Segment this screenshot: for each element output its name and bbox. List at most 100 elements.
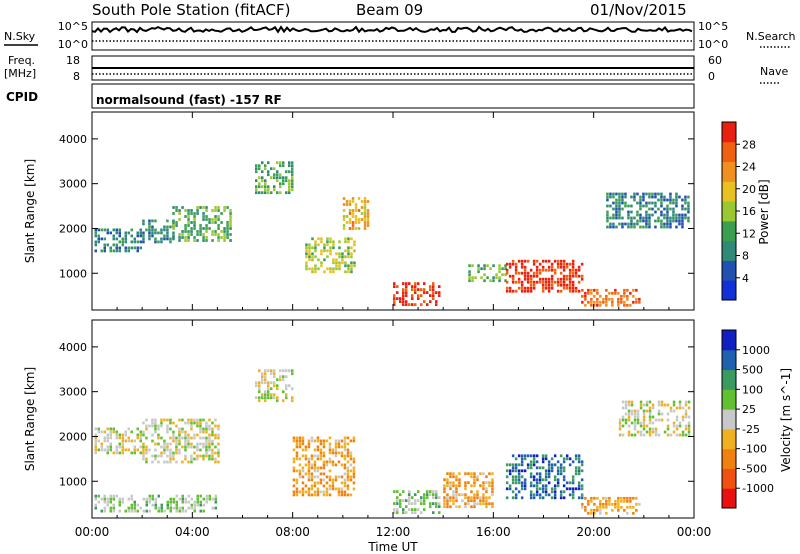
cpid-value: normalsound (fast) -157 RF [96,93,282,107]
colorbar-segment [722,141,736,163]
nave-label: Nave [760,65,788,78]
nsky-top: 10^5 [58,20,88,33]
colorbar-tick-label: -500 [742,462,767,475]
ytick-label: 4000 [59,341,87,354]
colorbar-tick-label: 20 [742,183,756,196]
colorbar-segment [722,488,736,509]
freq-top: 18 [66,54,80,67]
echo-region-1 [142,418,220,464]
colorbar-segment [722,201,736,222]
colorbar-segment [722,181,736,202]
colorbar-tick-label: 100 [742,383,763,396]
xtick-label: 00:00 [75,525,110,539]
colorbar-tick-label: 12 [742,227,756,240]
freq-label-1: Freq. [8,54,35,67]
cpid-strip: CPID normalsound (fast) -157 RF [6,83,695,109]
xtick-label: 08:00 [275,525,310,539]
colorbar-tick-label: 1000 [742,344,770,357]
echo-region-7 [505,454,584,500]
colorbar-tick-label: 16 [742,205,756,218]
power-panel: 1000 2000 3000 4000 Slant Range [km] [23,111,695,311]
nave-top: 60 [708,54,722,67]
echo-region-3 [255,161,294,195]
nsky-trace [91,25,693,34]
beam-label: Beam 09 [356,1,423,19]
velocity-echoes [94,369,691,515]
colorbar-tick-label: 500 [742,364,763,377]
velocity-colorbar-label: Velocity [m s^-1] [779,368,793,472]
power-colorbar: Power [dB] 28 24 20 16 12 8 4 [721,121,771,301]
nsky-strip: 10^5 10^0 10^5 10^0 N.Sky N.Search [4,20,796,51]
ytick-label: 3000 [59,386,87,399]
ytick-label: 2000 [59,430,87,443]
colorbar-tick-label: 28 [742,138,756,151]
colorbar-segment [722,240,736,261]
colorbar-segment [722,349,736,371]
colorbar-segment [722,280,736,301]
freq-bottom: 8 [73,70,80,83]
velocity-ylabel: Slant Range [km] [23,367,37,471]
echo-region-8 [505,259,584,293]
xtick-label: 04:00 [175,525,210,539]
echo-region-5 [393,490,441,514]
colorbar-segment [722,330,736,351]
colorbar-tick-label: 24 [742,161,756,174]
date-label: 01/Nov/2015 [590,1,687,19]
colorbar-segment [722,161,736,182]
nsearch-top: 10^5 [698,20,728,33]
xtick-label: 12:00 [376,525,411,539]
colorbar-segment [722,369,736,390]
colorbar-segment [722,260,736,281]
ytick-label: 1000 [59,267,87,280]
echo-region-7 [468,264,507,283]
echo-region-9 [618,400,691,437]
cpid-label: CPID [6,90,38,104]
colorbar-tick-label: -1000 [742,482,774,495]
colorbar-tick-label: 25 [742,403,756,416]
nsky-label: N.Sky [4,30,36,43]
colorbar-tick-label: 4 [742,272,749,285]
ytick-label: 4000 [59,133,87,146]
ytick-label: 2000 [59,222,87,235]
nsearch-label: N.Search [746,30,796,43]
nsearch-bottom: 10^0 [698,38,728,51]
colorbar-segment [722,428,736,450]
colorbar-segment [722,468,736,489]
velocity-panel: 1000 2000 3000 4000 00:00 04:00 08:00 12:00 16:… [23,319,712,554]
station-title: South Pole Station (fitACF) [92,1,290,19]
colorbar-segment [722,448,736,469]
velocity-colorbar: Velocity [m s^-1] 1000 500 100 25 -25 -100 -50… [721,329,793,509]
time-axis-label: Time UT [367,540,418,554]
colorbar-tick-label: 8 [742,250,749,263]
echo-region-0 [94,427,142,455]
echo-region-6 [443,472,494,509]
nsky-bottom: 10^0 [58,38,88,51]
ytick-label: 3000 [59,178,87,191]
echo-region-2 [172,206,232,242]
echo-region-2 [94,494,217,513]
echo-region-3 [255,369,294,403]
nave-bottom: 0 [708,70,715,83]
echo-region-10 [606,192,690,229]
echo-region-5 [342,197,370,230]
echo-region-9 [581,288,641,307]
colorbar-segment [722,220,736,242]
freq-label-2: [MHz] [4,67,36,80]
freq-strip: 18 8 60 0 Freq. [MHz] Nave [4,54,788,84]
ytick-label: 1000 [59,475,87,488]
echo-region-8 [581,496,641,515]
echo-region-6 [393,282,441,306]
xtick-label: 16:00 [476,525,511,539]
colorbar-segment [722,122,736,143]
colorbar-segment [722,409,736,430]
colorbar-segment [722,389,736,410]
echo-region-0 [94,228,142,253]
power-colorbar-label: Power [dB] [757,179,771,244]
xtick-label: 20:00 [576,525,611,539]
echo-region-1 [142,219,175,244]
echo-region-4 [305,237,356,274]
power-ylabel: Slant Range [km] [23,159,37,263]
xtick-label: 00:00 [677,525,712,539]
echo-region-4 [292,436,356,497]
